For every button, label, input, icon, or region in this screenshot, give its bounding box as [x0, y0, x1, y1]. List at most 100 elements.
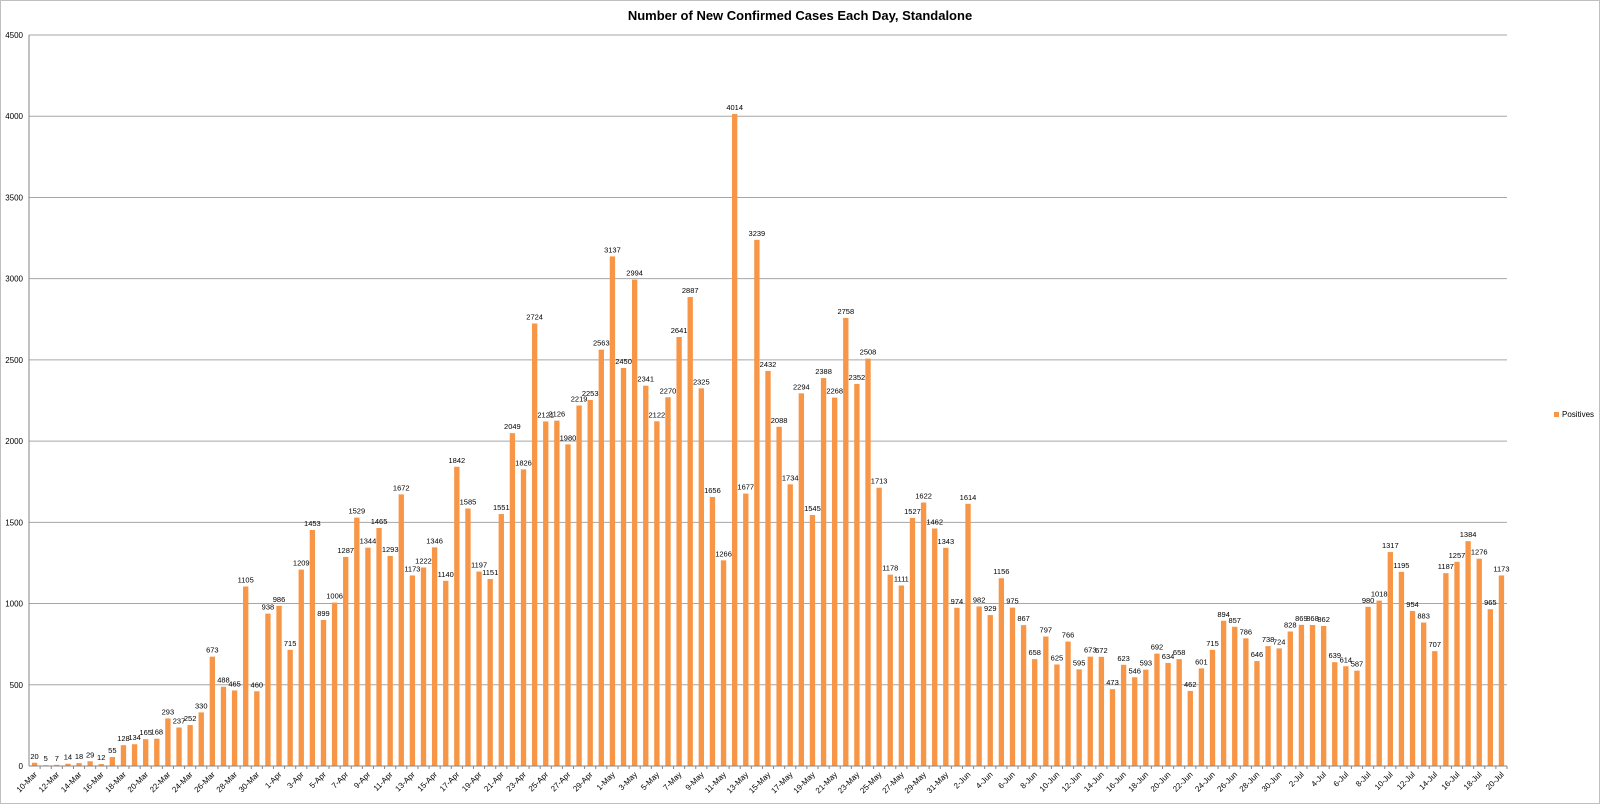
- bar: [898, 585, 905, 766]
- bar: [565, 444, 571, 766]
- data-label: 658: [1028, 648, 1041, 657]
- x-tick-label: 18-Jun: [1127, 770, 1151, 794]
- x-tick-label: 4-Jul: [1309, 770, 1328, 789]
- bar: [176, 727, 182, 766]
- data-label: 18: [75, 752, 83, 761]
- bar: [487, 579, 493, 766]
- y-tick-label: 500: [10, 681, 24, 690]
- bar: [976, 606, 982, 766]
- data-label: 2270: [660, 386, 677, 395]
- data-label: 128: [117, 734, 130, 743]
- data-label: 293: [162, 707, 175, 716]
- bar: [1209, 649, 1216, 766]
- bar: [320, 619, 327, 766]
- data-label: 715: [284, 639, 297, 648]
- x-tick-label: 23-May: [836, 770, 861, 795]
- data-label: 593: [1140, 659, 1153, 668]
- bar: [709, 496, 716, 766]
- bar: [843, 317, 849, 766]
- data-label: 1173: [404, 564, 420, 573]
- bar: [798, 393, 805, 766]
- bar: [1220, 620, 1227, 766]
- legend-swatch: [1554, 412, 1559, 417]
- x-tick-label: 27-May: [881, 770, 906, 795]
- data-label: 546: [1128, 666, 1141, 675]
- x-tick-label: 27-Apr: [549, 770, 573, 794]
- data-label: 673: [206, 646, 219, 655]
- legend: Positives: [1554, 410, 1594, 419]
- x-tick-label: 11-May: [703, 770, 728, 795]
- bar: [98, 764, 104, 766]
- data-label: 707: [1429, 640, 1442, 649]
- bar: [631, 279, 638, 766]
- x-tick-label: 7-May: [661, 770, 683, 792]
- data-label: 1266: [715, 549, 732, 558]
- bar: [520, 469, 527, 766]
- data-label: 634: [1162, 652, 1175, 661]
- y-tick-label: 1500: [5, 518, 23, 527]
- bar: [31, 762, 38, 766]
- bar: [143, 739, 149, 766]
- bar: [1343, 666, 1349, 766]
- x-tick-label: 5-May: [639, 770, 661, 792]
- bar: [254, 691, 260, 766]
- data-label: 12: [97, 753, 105, 762]
- data-label: 55: [108, 746, 116, 755]
- x-tick-label: 19-Apr: [460, 770, 484, 794]
- y-tick-label: 0: [19, 762, 24, 771]
- bar: [1198, 668, 1205, 766]
- x-tick-label: 24-Mar: [170, 770, 195, 795]
- data-label: 2268: [826, 387, 843, 396]
- x-tick-label: 12-Mar: [37, 770, 62, 795]
- data-label: 1713: [871, 477, 888, 486]
- data-label: 587: [1351, 660, 1364, 669]
- bar: [265, 613, 271, 766]
- x-tick-label: 28-Jun: [1238, 770, 1262, 794]
- data-label: 1343: [937, 537, 954, 546]
- data-label: 625: [1051, 653, 1064, 662]
- x-tick-label: 10-Mar: [15, 770, 40, 795]
- bar: [1254, 661, 1260, 766]
- data-label: 724: [1273, 637, 1286, 646]
- data-label: 1111: [894, 575, 909, 584]
- data-label: 1734: [782, 473, 799, 482]
- x-tick-label: 25-Apr: [527, 770, 551, 794]
- data-label: 1842: [448, 456, 465, 465]
- bar: [854, 383, 860, 766]
- data-label: 2253: [582, 389, 599, 398]
- data-label: 1222: [415, 556, 432, 565]
- bar: [87, 761, 93, 766]
- bar: [654, 421, 660, 766]
- data-label: 1465: [371, 517, 388, 526]
- data-label: 1346: [426, 536, 443, 545]
- x-tick-label: 25-May: [858, 770, 883, 795]
- data-label: 1453: [304, 519, 321, 528]
- data-label: 797: [1040, 626, 1053, 635]
- bar: [1365, 606, 1371, 766]
- data-label: 1293: [382, 545, 399, 554]
- bar: [1009, 607, 1016, 766]
- data-label: 473: [1106, 678, 1119, 687]
- data-label: 3239: [749, 229, 766, 238]
- x-axis-tick-labels: 10-Mar12-Mar14-Mar16-Mar18-Mar20-Mar22-M…: [15, 770, 1506, 795]
- data-label: 1195: [1393, 561, 1409, 570]
- data-label: 1178: [882, 564, 898, 573]
- bar: [1443, 573, 1449, 766]
- data-label: 862: [1317, 615, 1330, 624]
- bar: [1432, 651, 1438, 766]
- bar: [209, 656, 216, 766]
- x-tick-label: 9-Apr: [352, 770, 372, 790]
- bar: [343, 556, 349, 766]
- bar: [298, 569, 304, 766]
- data-label: 2325: [693, 377, 710, 386]
- data-label: 1677: [737, 483, 754, 492]
- bar: [154, 738, 160, 766]
- x-tick-label: 4-Jun: [974, 770, 995, 791]
- data-label: 7: [55, 754, 59, 763]
- x-tick-label: 5-Apr: [308, 770, 328, 790]
- bar: [720, 560, 727, 766]
- x-tick-label: 11-Apr: [372, 770, 395, 793]
- bar: [231, 690, 238, 766]
- x-tick-label: 18-Mar: [104, 770, 129, 795]
